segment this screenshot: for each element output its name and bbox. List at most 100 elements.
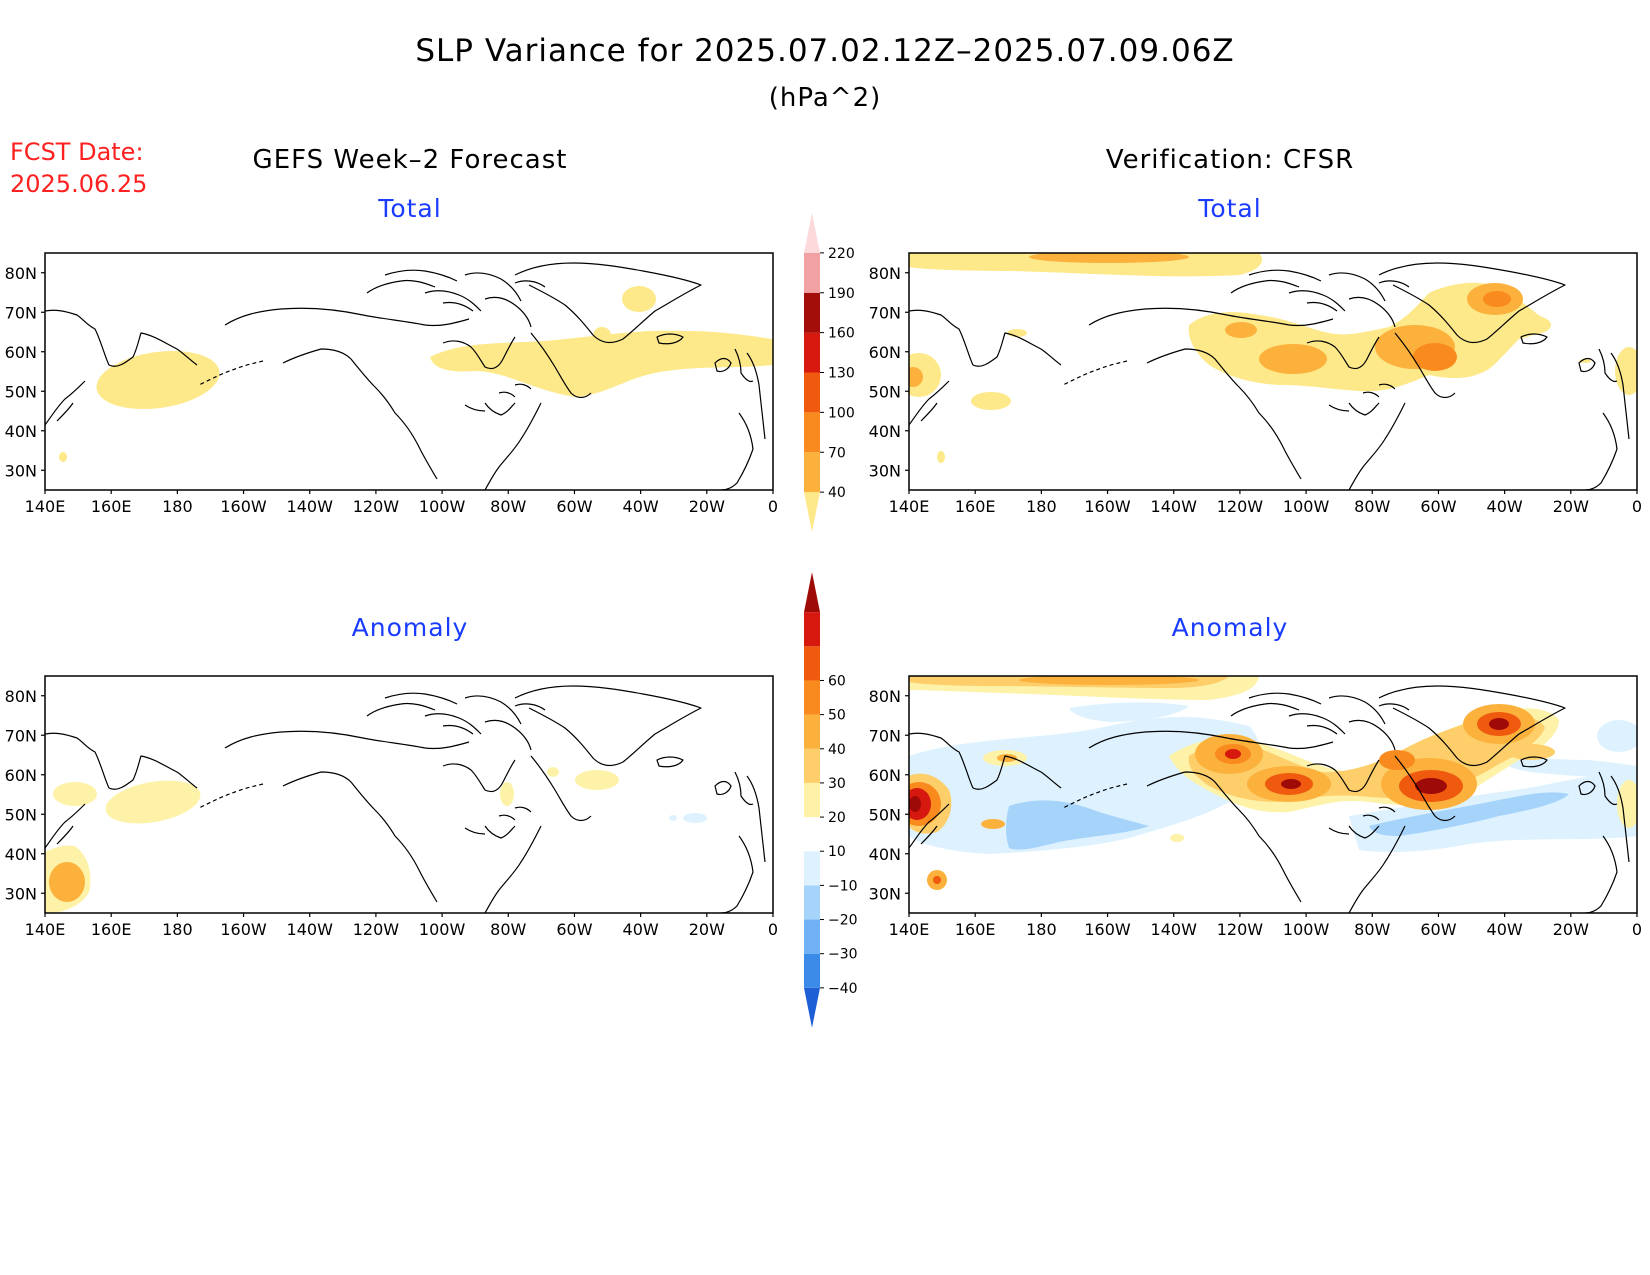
fcst-date-label: FCST Date: — [10, 138, 144, 166]
map-panel-forecast-anomaly — [44, 675, 774, 914]
colorbar-swatch — [804, 412, 820, 453]
map-panel-verification-total — [908, 252, 1638, 491]
lon-tick-label: 180 — [1026, 497, 1057, 516]
lon-tick-label: 0 — [1632, 497, 1642, 516]
lat-tick-label: 80N — [869, 264, 901, 283]
lat-tick-label: 40N — [5, 422, 37, 441]
colorbar-swatch — [804, 851, 820, 886]
lat-tick-label: 80N — [5, 687, 37, 706]
lat-tick-label: 60N — [5, 343, 37, 362]
lon-tick-label: 100W — [1283, 920, 1330, 939]
lat-tick-label: 30N — [869, 461, 901, 480]
colorbar-swatch — [804, 714, 820, 749]
colorbar-swatch — [804, 452, 820, 493]
lon-tick-label: 80W — [490, 497, 526, 516]
lon-tick-label: 60W — [1420, 920, 1456, 939]
colorbar-swatch — [804, 332, 820, 373]
colorbar-tick-label: 10 — [828, 844, 846, 860]
colorbar-tick-label: 40 — [828, 742, 846, 758]
lon-tick-label: 100W — [419, 920, 466, 939]
colorbar-tick-label: −20 — [828, 913, 858, 929]
lon-tick-label: 40W — [1487, 920, 1523, 939]
lon-tick-label: 100W — [419, 497, 466, 516]
lon-tick-label: 80W — [1354, 497, 1390, 516]
lon-tick-label: 160W — [1084, 497, 1131, 516]
lat-tick-label: 30N — [869, 884, 901, 903]
map-panel-verification-anomaly — [908, 675, 1638, 914]
lat-tick-label: 50N — [869, 805, 901, 824]
colorbar-tick-label: −30 — [828, 947, 858, 963]
lat-tick-label: 80N — [869, 687, 901, 706]
lon-tick-label: 160E — [91, 497, 132, 516]
lon-tick-label: 80W — [490, 920, 526, 939]
colorbar-swatch — [804, 572, 820, 613]
lon-tick-label: 160E — [955, 497, 996, 516]
lon-tick-label: 180 — [1026, 920, 1057, 939]
lat-tick-label: 60N — [5, 766, 37, 785]
colorbar-swatch — [804, 492, 820, 533]
lon-tick-label: 20W — [689, 497, 725, 516]
colorbar-tick-label: 130 — [828, 366, 855, 382]
colorbar-swatch — [804, 953, 820, 988]
lat-tick-label: 50N — [5, 382, 37, 401]
colorbar-swatch — [804, 919, 820, 954]
lat-tick-label: 70N — [869, 726, 901, 745]
lat-tick-label: 70N — [869, 303, 901, 322]
colorbar-swatch — [804, 612, 820, 647]
lon-tick-label: 160W — [1084, 920, 1131, 939]
colorbar-swatch — [804, 212, 820, 253]
lat-tick-label: 70N — [5, 726, 37, 745]
lon-tick-label: 160W — [220, 497, 267, 516]
colorbar-tick-label: 60 — [828, 673, 846, 689]
lat-tick-label: 40N — [5, 845, 37, 864]
colorbar-swatch — [804, 782, 820, 818]
lon-tick-label: 40W — [1487, 497, 1523, 516]
colorbar-swatch — [804, 292, 820, 333]
colorbar-total: 40 70 100 130 160 190 220 — [804, 212, 855, 533]
lon-tick-label: 120W — [1217, 920, 1264, 939]
lon-tick-label: 180 — [162, 920, 193, 939]
colorbar-swatch — [804, 252, 820, 293]
lon-tick-label: 140W — [1151, 497, 1198, 516]
axis-tick-labels: 80N 70N 60N 50N 40N 30N 140E 160E 180 160W 140W 120… — [5, 264, 1642, 939]
colorbar-anomaly: −40 −30 −20 −10 10 20 30 40 50 60 — [804, 572, 858, 1028]
lat-tick-label: 60N — [869, 766, 901, 785]
lon-tick-label: 100W — [1283, 497, 1330, 516]
lat-tick-label: 70N — [5, 303, 37, 322]
lon-tick-label: 40W — [623, 497, 659, 516]
colorbar-tick-label: 190 — [828, 286, 855, 302]
lat-tick-label: 40N — [869, 845, 901, 864]
colorbar-tick-label: 70 — [828, 445, 846, 461]
lat-tick-label: 40N — [869, 422, 901, 441]
lon-tick-label: 20W — [689, 920, 725, 939]
lon-tick-label: 160E — [91, 920, 132, 939]
lat-tick-label: 30N — [5, 461, 37, 480]
lon-tick-label: 120W — [353, 497, 400, 516]
lon-tick-label: 0 — [768, 920, 778, 939]
lon-tick-label: 180 — [162, 497, 193, 516]
lon-tick-label: 160W — [220, 920, 267, 939]
right-column-title: Verification: CFSR — [1106, 145, 1354, 175]
colorbar-swatch — [804, 748, 820, 783]
lon-tick-label: 60W — [1420, 497, 1456, 516]
panel-title-verification-total: Total — [1197, 194, 1261, 223]
lon-tick-label: 140W — [287, 920, 334, 939]
lon-tick-label: 80W — [1354, 920, 1390, 939]
lat-tick-label: 50N — [5, 805, 37, 824]
lon-tick-label: 140E — [25, 497, 66, 516]
lon-tick-label: 60W — [556, 497, 592, 516]
lon-tick-label: 140E — [889, 920, 930, 939]
colorbar-swatch — [804, 885, 820, 920]
colorbar-swatch — [804, 372, 820, 413]
figure-title: SLP Variance for 2025.07.02.12Z–2025.07.… — [415, 33, 1234, 69]
units-label: (hPa^2) — [769, 83, 882, 113]
lat-tick-label: 50N — [869, 382, 901, 401]
colorbar-swatch — [804, 680, 820, 715]
lon-tick-label: 140E — [889, 497, 930, 516]
lon-tick-label: 160E — [955, 920, 996, 939]
lon-tick-label: 40W — [623, 920, 659, 939]
colorbar-swatch — [804, 646, 820, 681]
left-column-title: GEFS Week–2 Forecast — [253, 145, 568, 175]
lon-tick-label: 20W — [1553, 497, 1589, 516]
